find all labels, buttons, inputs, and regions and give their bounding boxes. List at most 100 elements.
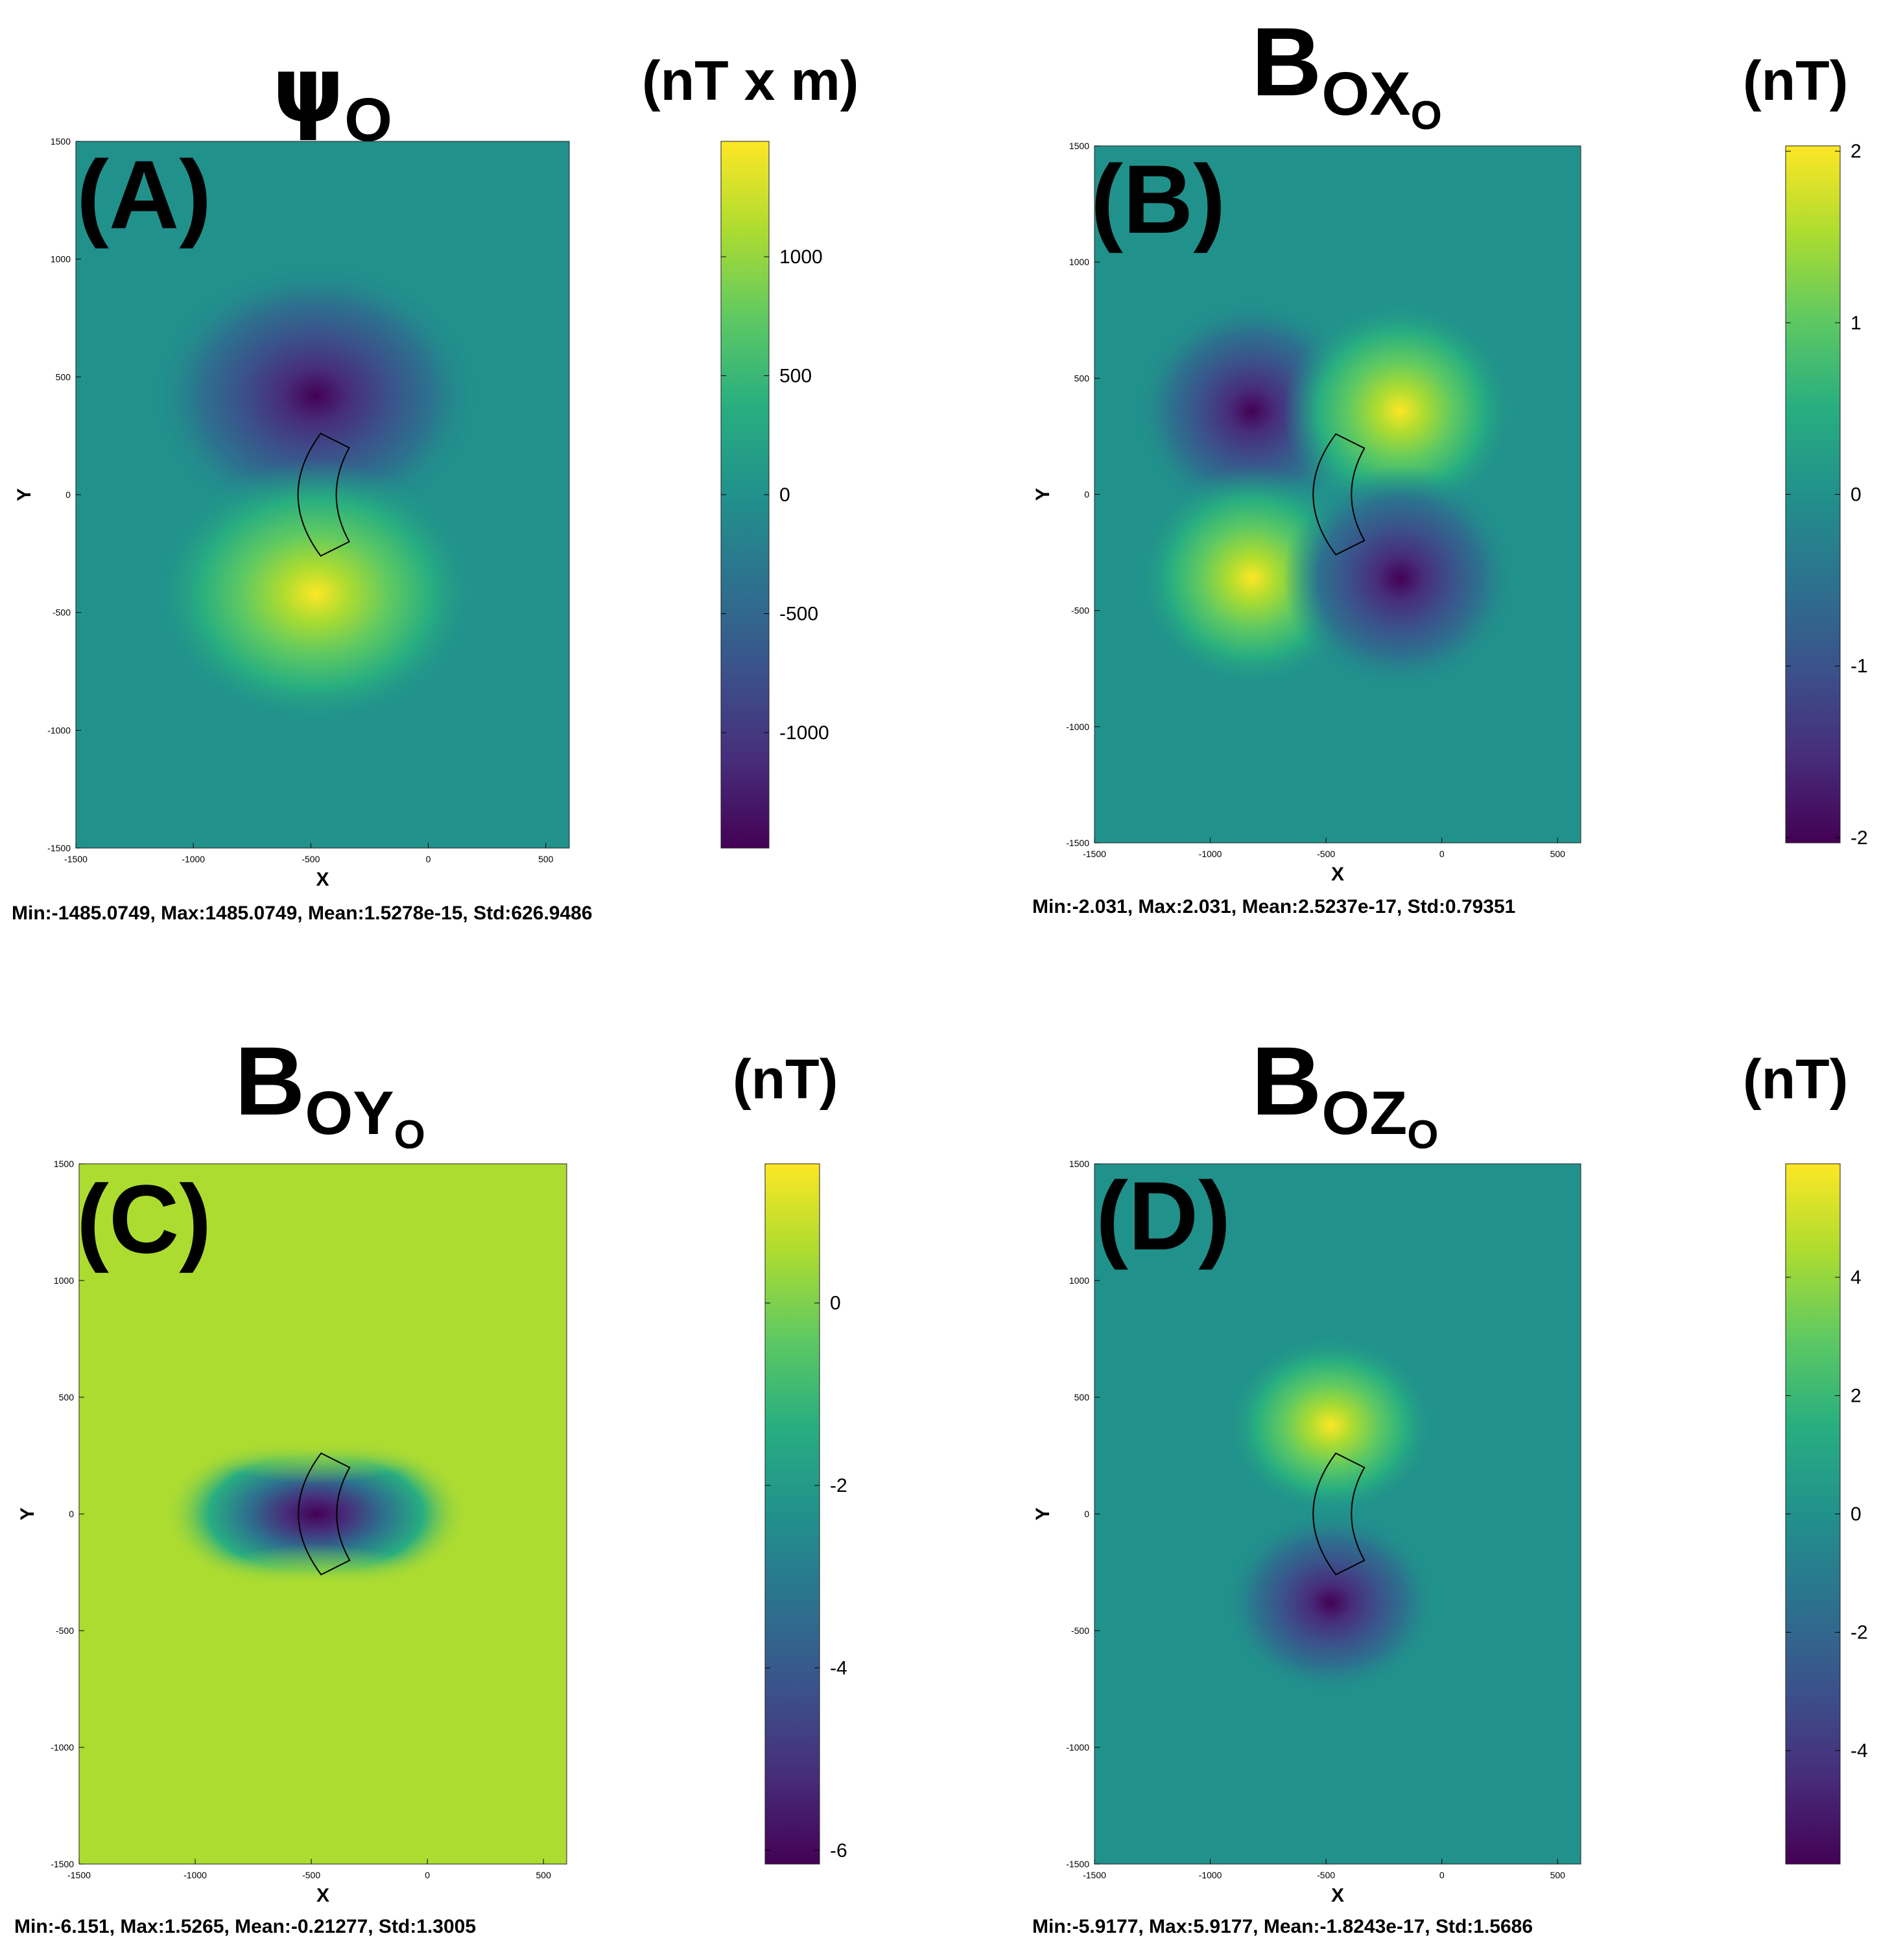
- y-tick-label: 0: [1084, 490, 1089, 500]
- x-tick-label: 500: [1550, 849, 1566, 859]
- panel-c-title-sub: O: [305, 1079, 353, 1148]
- colorbar-tick-label: -4: [830, 1657, 847, 1679]
- x-tick-label: 0: [1439, 1870, 1445, 1880]
- y-tick-label: 500: [1074, 1392, 1090, 1402]
- y-tick-label: -1000: [51, 1742, 74, 1753]
- panel-d-title-main: B: [1251, 1026, 1322, 1135]
- panel-c-title-sub3: O: [394, 1113, 425, 1157]
- y-tick-label: 1500: [51, 136, 71, 147]
- y-tick-label: -1500: [1066, 838, 1089, 848]
- panel-a-letter: (A): [77, 140, 212, 249]
- x-tick-label: -1000: [182, 854, 205, 864]
- colorbar-tick-label: -1000: [779, 722, 829, 744]
- panel-d-units: (nT): [1743, 1048, 1849, 1111]
- y-axis-label: Y: [17, 1507, 38, 1520]
- field-blobs: [150, 261, 481, 729]
- x-tick-label: 0: [425, 1870, 430, 1880]
- y-tick-label: 0: [69, 1509, 74, 1519]
- colorbar-tick-label: -1: [1851, 655, 1868, 677]
- y-tick-label: 0: [1084, 1509, 1089, 1519]
- x-tick-label: -1000: [1199, 849, 1222, 859]
- x-tick-label: 0: [1439, 849, 1445, 859]
- panel-b-heatmap: -1500 -1000 -500 0 500 -1500 -1000 -500 0 500 1000…: [1032, 141, 1868, 885]
- panel-d-stats: Min:-5.9177, Max:5.9177, Mean:-1.8243e-1…: [1032, 1916, 1533, 1937]
- colorbar-tick-label: -2: [1851, 1622, 1868, 1644]
- colorbar-tick-label: 0: [830, 1293, 841, 1314]
- y-tick-label: 1000: [51, 254, 71, 265]
- y-tick-label: -1500: [51, 1859, 74, 1869]
- y-tick-label: 1000: [54, 1275, 74, 1286]
- panel-a-stats: Min:-1485.0749, Max:1485.0749, Mean:1.52…: [12, 903, 593, 924]
- panel-c-units: (nT): [733, 1048, 838, 1111]
- colorbar-tick-label: 1: [1851, 313, 1862, 334]
- panel-d-title: BOZO: [1251, 1032, 1439, 1155]
- x-tick-label: -500: [1317, 849, 1335, 859]
- field-source-2: [121, 1217, 510, 1484]
- x-tick-label: 500: [1550, 1870, 1566, 1880]
- y-tick-label: 1500: [1069, 141, 1089, 151]
- x-axis-label: X: [316, 1885, 329, 1906]
- panel-c-stats: Min:-6.151, Max:1.5265, Mean:-0.21277, S…: [14, 1916, 477, 1937]
- y-tick-label: -500: [1071, 606, 1089, 616]
- colorbar-tick-label: -2: [1851, 827, 1868, 849]
- y-tick-label: 1500: [1069, 1159, 1089, 1169]
- panel-b-title-sub2: X: [1369, 60, 1411, 128]
- y-tick-label: 0: [65, 490, 71, 500]
- y-axis-label: Y: [14, 488, 35, 501]
- panel-a-title: ψO: [272, 45, 392, 151]
- y-tick-label: 500: [1074, 373, 1090, 383]
- y-tick-label: -500: [1071, 1625, 1089, 1636]
- field-source-3: [121, 1544, 510, 1811]
- x-tick-label: -500: [1317, 1870, 1335, 1880]
- x-tick-label: 0: [426, 854, 431, 864]
- colorbar-tick-label: 1000: [779, 246, 823, 268]
- colorbar: [1785, 145, 1841, 844]
- panel-d-title-sub: O: [1321, 1079, 1370, 1148]
- y-tick-label: -1000: [1066, 1742, 1089, 1753]
- field-blobs: [1224, 1332, 1438, 1695]
- y-axis-label: Y: [1032, 1507, 1054, 1520]
- panel-b-title-main: B: [1251, 7, 1322, 116]
- coil-outline: [297, 432, 351, 557]
- colorbar-tick-label: -500: [779, 603, 818, 624]
- x-tick-label: -500: [302, 854, 320, 864]
- panel-b-title: BOXO: [1251, 13, 1442, 136]
- x-axis-label: X: [1331, 864, 1344, 885]
- y-tick-label: 1000: [1069, 257, 1089, 267]
- panel-c-letter: (C): [77, 1164, 212, 1273]
- colorbar-tick-label: 0: [1851, 484, 1862, 506]
- colorbar-tick-label: -2: [830, 1475, 847, 1496]
- panel-b-letter: (B): [1091, 145, 1226, 254]
- panel-c-title: BOYO: [235, 1032, 425, 1155]
- field-source-1: [1224, 1332, 1438, 1518]
- panel-b-units: (nT): [1743, 50, 1849, 112]
- field-source-2: [1224, 1510, 1438, 1695]
- colorbar-tick-label: -6: [830, 1840, 847, 1861]
- y-tick-label: -500: [53, 608, 71, 618]
- field-source-2: [150, 458, 481, 729]
- panel-c-heatmap: -1500 -1000 -500 0 500 -1500 -1000 -500 0 500 1000…: [17, 1159, 847, 1906]
- colorbar-tick-label: 2: [1851, 1385, 1862, 1406]
- colorbar-tick-label: 0: [779, 484, 790, 506]
- panel-d-letter: (D): [1096, 1161, 1231, 1270]
- panel-a-title-main: ψ: [272, 38, 345, 143]
- x-tick-label: -1500: [64, 854, 88, 864]
- x-tick-label: 500: [538, 854, 554, 864]
- panel-b-title-sub3: O: [1410, 93, 1442, 138]
- x-tick-label: -1500: [67, 1870, 91, 1880]
- y-tick-label: 1500: [54, 1159, 74, 1169]
- field-blobs: [121, 1217, 510, 1811]
- colorbar-tick-label: 4: [1851, 1267, 1862, 1288]
- y-tick-label: -1000: [47, 725, 71, 735]
- panel-c-title-main: B: [235, 1026, 305, 1135]
- y-tick-label: 500: [59, 1392, 75, 1402]
- x-tick-label: -1000: [183, 1870, 207, 1880]
- colorbar-tick-label: 2: [1851, 141, 1862, 162]
- coil-outline: [1312, 433, 1366, 556]
- colorbar: [764, 1163, 820, 1865]
- y-tick-label: 500: [56, 372, 71, 382]
- field-source-2: [1283, 298, 1518, 523]
- coil-outline: [298, 1452, 351, 1576]
- x-tick-label: 500: [536, 1870, 552, 1880]
- y-tick-label: 1000: [1069, 1275, 1089, 1286]
